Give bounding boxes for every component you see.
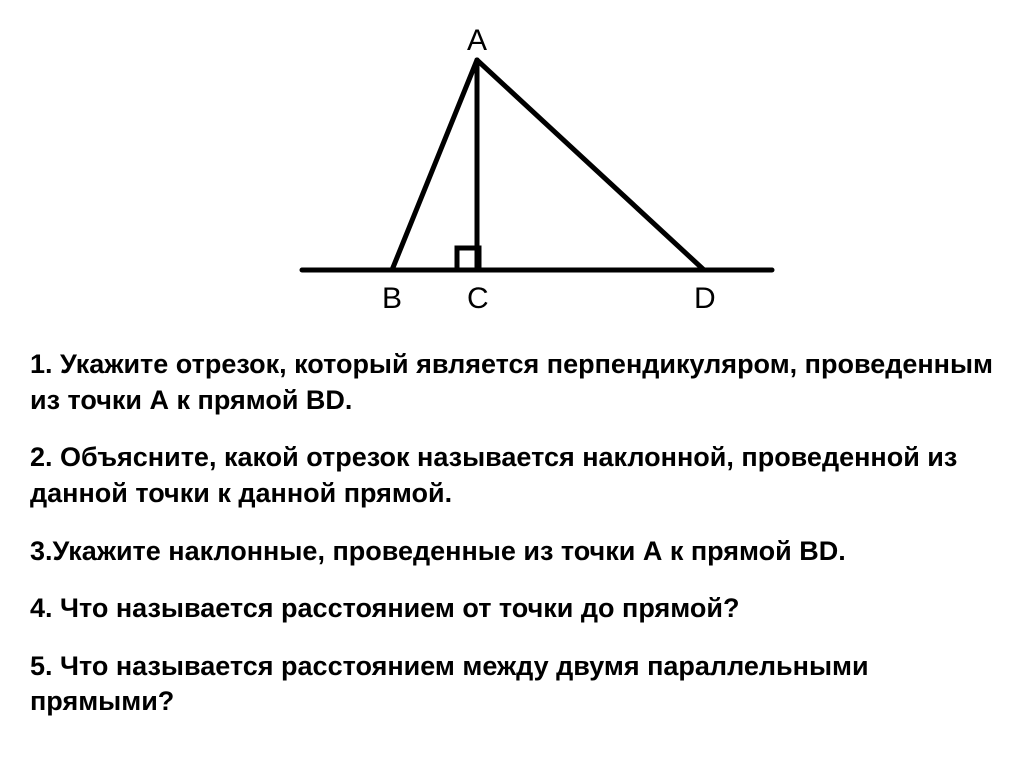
geometry-diagram: A B C D <box>30 20 994 325</box>
question-text: 4. Что называется расстоянием от точки д… <box>30 593 739 623</box>
svg-text:A: A <box>467 24 487 57</box>
question-1: 1. Укажите отрезок, который является пер… <box>30 347 994 418</box>
question-text: 5. Что называется расстоянием между двум… <box>30 651 869 717</box>
question-text: 1. Укажите отрезок, который является пер… <box>30 349 993 415</box>
question-5: 5. Что называется расстоянием между двум… <box>30 649 994 720</box>
triangle-svg: A B C D <box>232 20 792 320</box>
question-text: 3.Укажите наклонные, проведенные из точк… <box>30 536 846 566</box>
question-3: 3.Укажите наклонные, проведенные из точк… <box>30 534 994 570</box>
question-text: 2. Объясните, какой отрезок называется н… <box>30 442 957 508</box>
question-2: 2. Объясните, какой отрезок называется н… <box>30 440 994 511</box>
svg-text:D: D <box>694 282 716 315</box>
question-4: 4. Что называется расстоянием от точки д… <box>30 591 994 627</box>
svg-text:B: B <box>382 282 402 315</box>
svg-text:C: C <box>467 282 489 315</box>
